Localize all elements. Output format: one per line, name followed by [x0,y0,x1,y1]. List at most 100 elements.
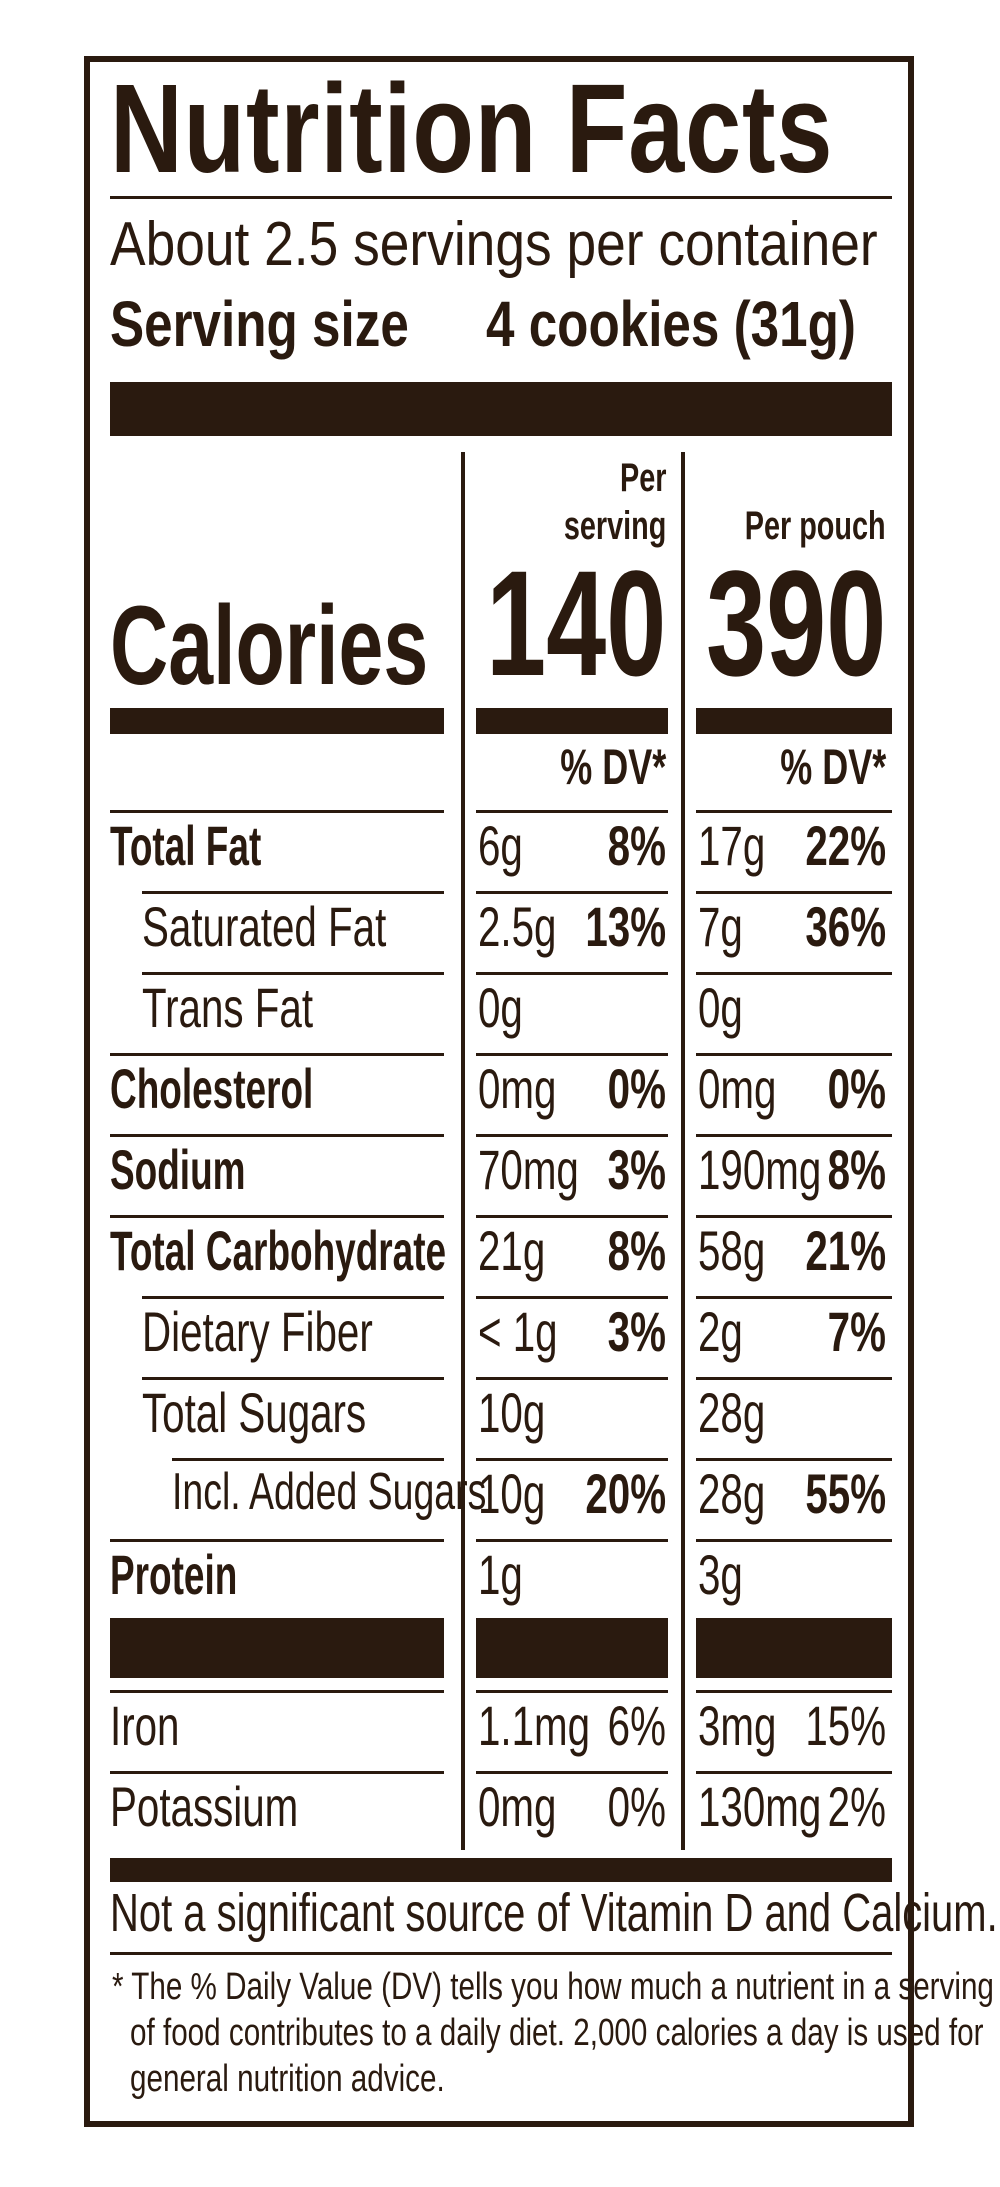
calories-bar-pouch [696,708,892,734]
serving-size-value: 4 cookies (31g) [486,288,856,360]
mineral-bar-serving [476,1618,668,1678]
row-separator-label [110,1053,444,1056]
pouch-amount: 3mg [698,1694,777,1757]
serving-dv: 0% [607,1057,666,1120]
thick-divider-top [110,382,892,436]
row-separator-pouch [696,1690,892,1693]
serving-dv: 20% [585,1462,666,1525]
row-separator-label [110,810,444,813]
serving-amount: 2.5g [478,895,557,958]
row-separator-pouch [696,1134,892,1137]
nutrient-name: Dietary Fiber [142,1300,373,1363]
row-separator-pouch [696,1771,892,1774]
row-separator-label [110,1771,444,1774]
calories-label: Calories [110,583,429,708]
nutrient-name: Total Sugars [142,1381,367,1444]
serving-amount: 0mg [478,1057,557,1120]
serving-amount: < 1g [478,1300,558,1363]
nutrient-name: Incl. Added Sugars [172,1463,487,1521]
row-separator-pouch [696,1377,892,1380]
row-separator-label [110,1215,444,1218]
footnote-line-1: * The % Daily Value (DV) tells you how m… [112,1966,994,2008]
per-serving-header-line1: Per [619,456,666,500]
nutrient-name: Cholesterol [110,1057,314,1120]
serving-size-label: Serving size [110,288,409,360]
servings-per-container: About 2.5 servings per container [110,210,878,279]
row-separator-label [142,891,444,894]
pouch-amount: 130mg [698,1775,822,1838]
row-separator-pouch [696,972,892,975]
row-separator-serving [476,810,668,813]
per-pouch-header: Per pouch [745,504,886,548]
row-separator-serving [476,1215,668,1218]
serving-amount: 10g [478,1381,546,1444]
serving-amount: 1.1mg [478,1694,591,1757]
row-separator-label [142,972,444,975]
row-separator-label [110,1539,444,1542]
calories-bar-serving [476,708,668,734]
row-separator-label [110,1690,444,1693]
pouch-dv: 8% [827,1138,886,1201]
row-separator-serving [476,1458,668,1461]
footnote-line-2: of food contributes to a daily diet. 2,0… [130,2012,984,2054]
per-serving-header-line2: serving [563,504,666,548]
pouch-dv: 15% [805,1694,886,1757]
row-separator-serving [476,1377,668,1380]
pouch-amount: 0mg [698,1057,777,1120]
row-separator-serving [476,891,668,894]
calories-per-serving: 140 [485,539,666,707]
footnote-line-3: general nutrition advice. [130,2058,445,2100]
serving-amount: 0g [478,976,523,1039]
row-separator-pouch [696,1053,892,1056]
serving-dv: 13% [585,895,666,958]
row-separator-serving [476,1690,668,1693]
not-significant-source: Not a significant source of Vitamin D an… [110,1883,998,1943]
calories-per-pouch: 390 [705,539,886,707]
pouch-amount: 28g [698,1381,766,1444]
pouch-dv: 36% [805,895,886,958]
row-separator-label [172,1458,444,1461]
pouch-amount: 0g [698,976,743,1039]
nutrient-name: Potassium [110,1775,299,1838]
serving-amount: 6g [478,814,523,877]
serving-amount: 0mg [478,1775,557,1838]
pouch-amount: 17g [698,814,766,877]
nutrient-name: Sodium [110,1138,246,1201]
nutrient-name: Total Fat [110,814,262,877]
serving-dv: 0% [607,1775,666,1838]
pouch-dv: 7% [827,1300,886,1363]
row-separator-serving [476,1053,668,1056]
row-separator-label [142,1296,444,1299]
row-separator-serving [476,1296,668,1299]
row-separator-pouch [696,1458,892,1461]
mineral-bar-label [110,1618,444,1678]
row-separator-serving [476,1134,668,1137]
nutrient-name: Iron [110,1694,180,1757]
serving-amount: 21g [478,1219,546,1282]
pouch-amount: 2g [698,1300,743,1363]
row-separator-pouch [696,1539,892,1542]
footnote-divider [110,1952,892,1955]
row-separator-label [142,1377,444,1380]
pouch-amount: 28g [698,1462,766,1525]
dv-header-pouch: % DV* [779,739,886,795]
serving-amount: 1g [478,1543,523,1606]
serving-dv: 8% [607,1219,666,1282]
serving-dv: 3% [607,1138,666,1201]
serving-dv: 3% [607,1300,666,1363]
row-separator-pouch [696,810,892,813]
pouch-amount: 7g [698,895,743,958]
row-separator-serving [476,1539,668,1542]
column-divider-right [681,452,685,1850]
pouch-dv: 0% [827,1057,886,1120]
pouch-dv: 21% [805,1219,886,1282]
nutrient-name: Saturated Fat [142,895,387,958]
serving-dv: 6% [607,1694,666,1757]
thick-divider-bottom [110,1858,892,1882]
row-separator-pouch [696,1296,892,1299]
serving-dv: 8% [607,814,666,877]
nutrition-facts-panel [84,56,914,2127]
title-divider [110,196,892,199]
row-separator-serving [476,1771,668,1774]
pouch-amount: 190mg [698,1138,822,1201]
